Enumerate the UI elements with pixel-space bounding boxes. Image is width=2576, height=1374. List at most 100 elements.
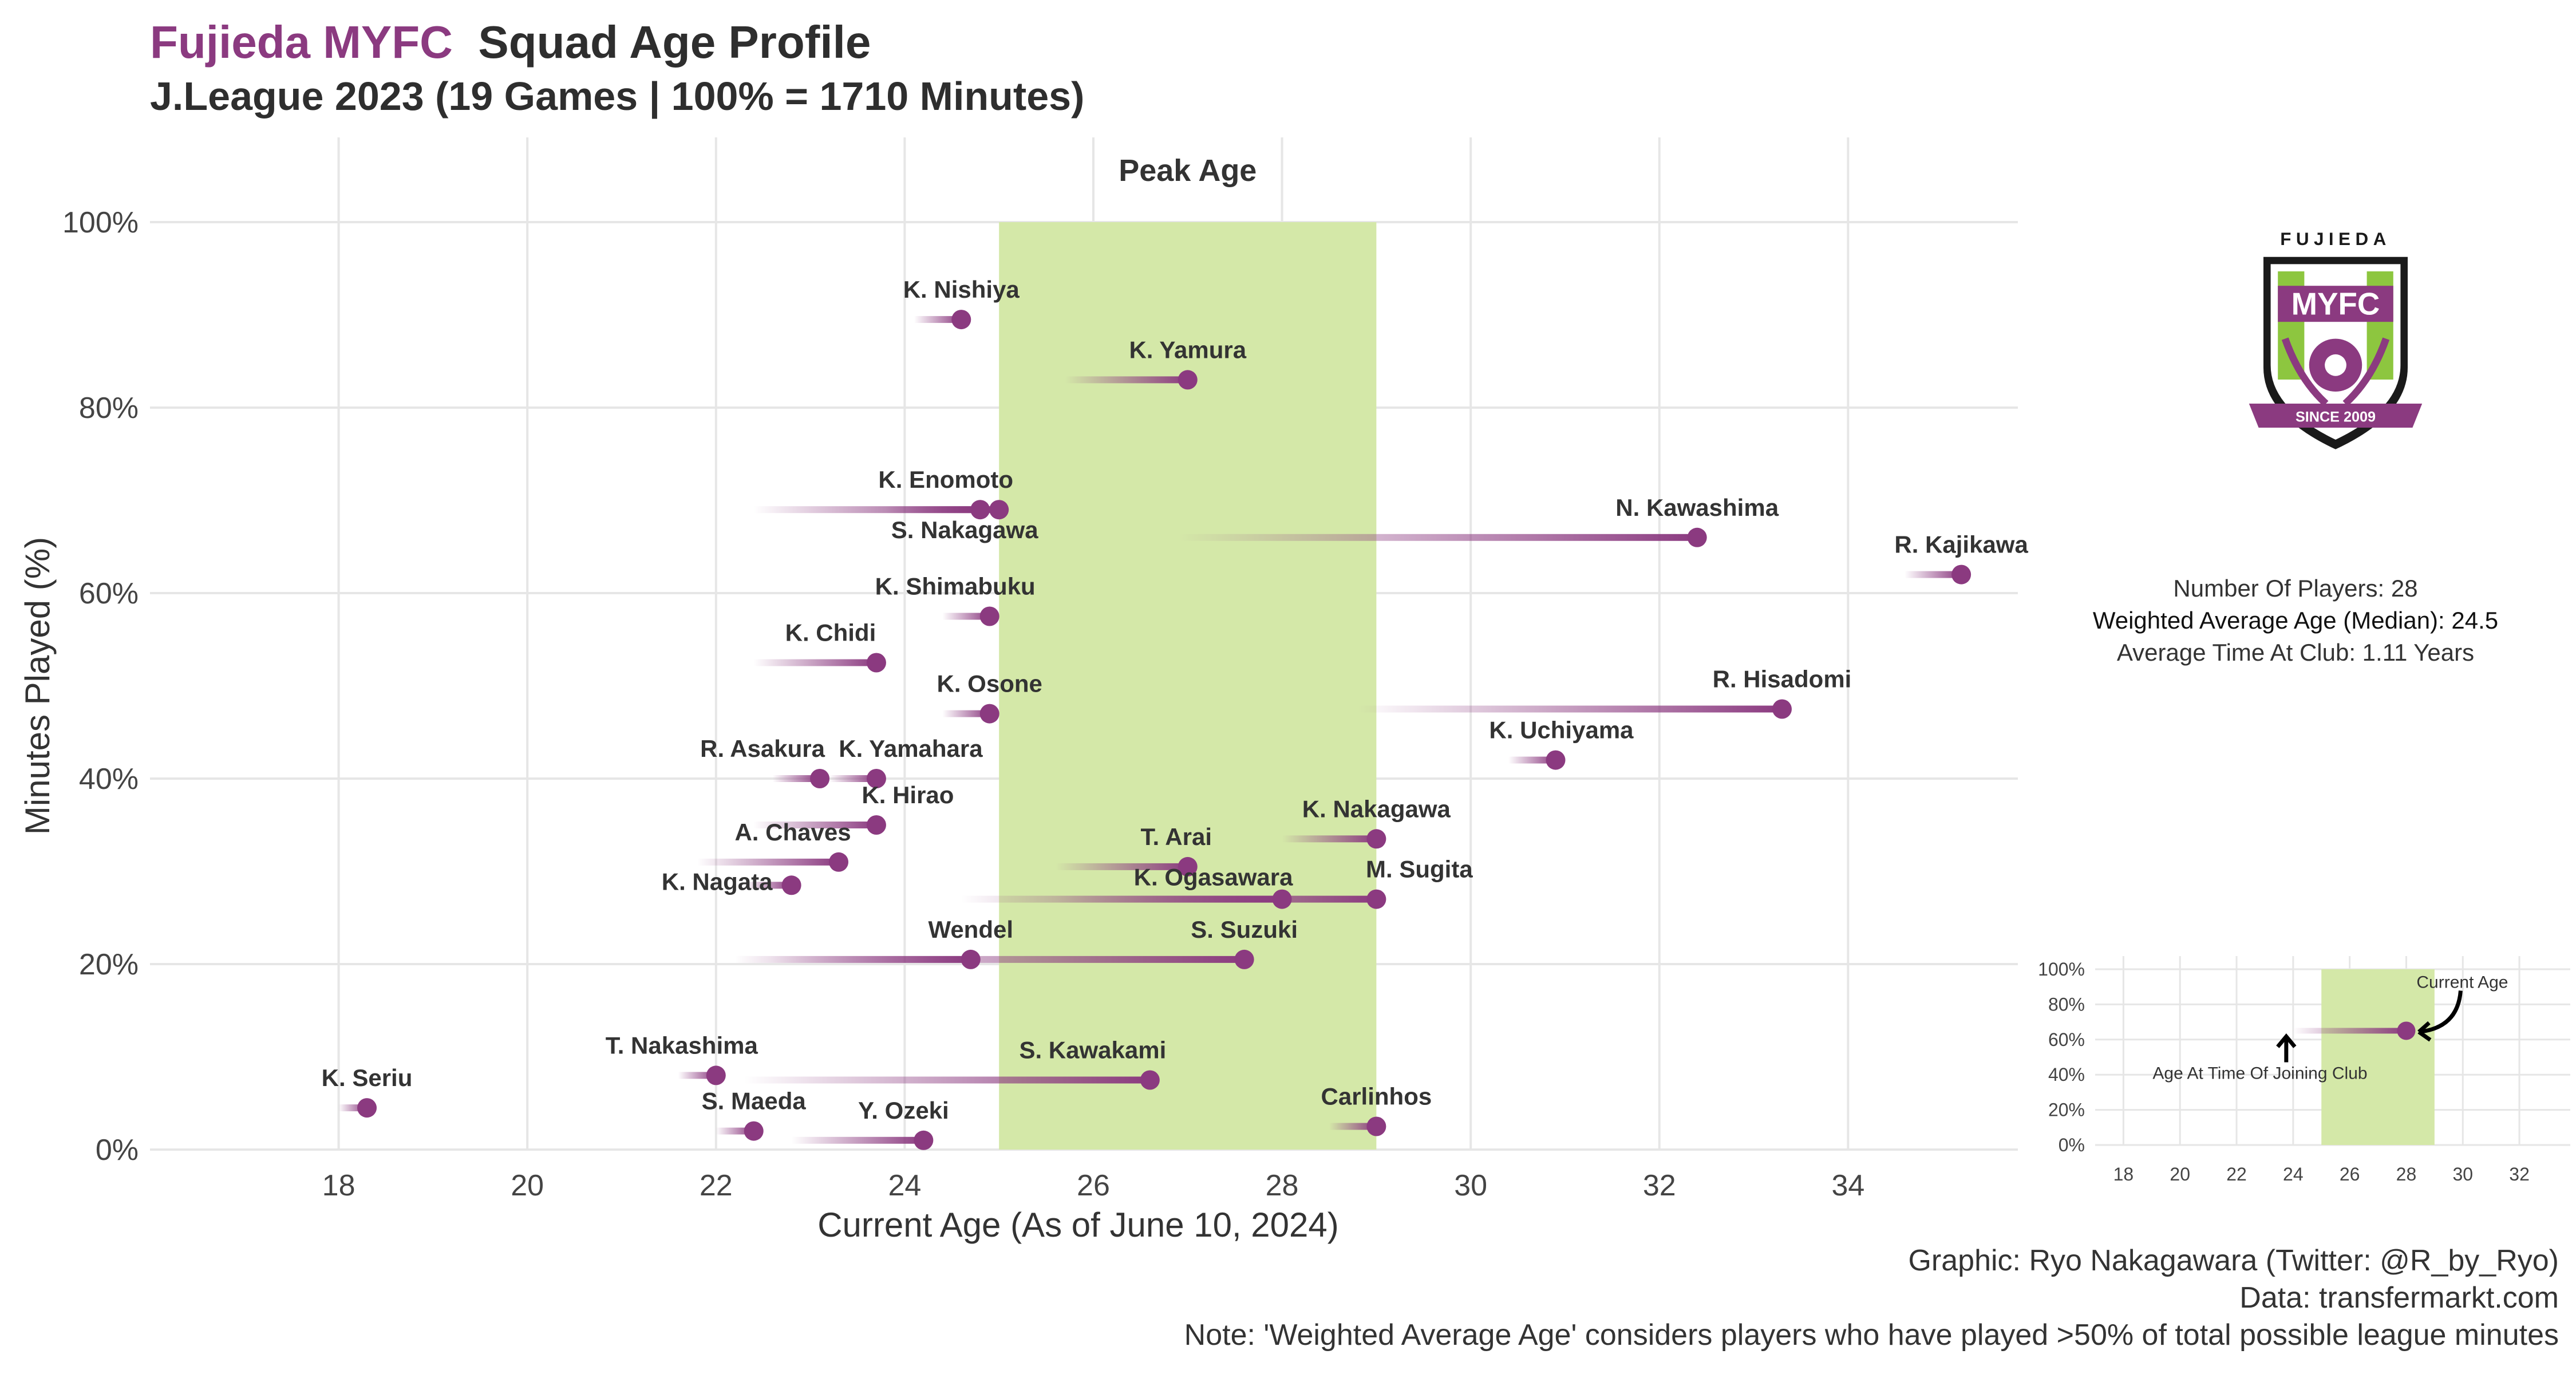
x-tick-label: 32 xyxy=(1643,1169,1676,1202)
player-trail xyxy=(886,506,999,514)
player-trail xyxy=(1065,376,1188,384)
player-label: K. Enomoto xyxy=(878,466,1013,493)
player-label: K. Chidi xyxy=(785,619,876,646)
player-label: K. Ogasawara xyxy=(1134,864,1293,891)
player-label: K. Uchiyama xyxy=(1489,717,1634,744)
player-label: S. Suzuki xyxy=(1191,916,1298,943)
caption-graphic: Graphic: Ryo Nakagawara (Twitter: @R_by_… xyxy=(1908,1244,2559,1277)
player-label: M. Sugita xyxy=(1366,856,1473,883)
player-trail xyxy=(942,710,990,717)
player-point xyxy=(744,1121,764,1141)
inset-x-tick-label: 18 xyxy=(2113,1164,2134,1185)
inset-x-tick-label: 30 xyxy=(2452,1164,2473,1185)
x-tick-label: 30 xyxy=(1454,1169,1487,1202)
player-point xyxy=(989,500,1009,520)
x-tick-label: 26 xyxy=(1077,1169,1110,1202)
player-point xyxy=(866,769,886,788)
player-trail xyxy=(744,882,792,889)
inset-x-tick-label: 24 xyxy=(2283,1164,2304,1185)
player-trail xyxy=(772,775,820,782)
caption-note: Note: 'Weighted Average Age' considers p… xyxy=(1184,1318,2559,1352)
club-name: Fujieda MYFC xyxy=(150,17,453,68)
logo-leaves-right xyxy=(2342,337,2390,406)
y-tick-label: 100% xyxy=(62,206,139,239)
player-trail xyxy=(1508,756,1556,764)
player-label: T. Nakashima xyxy=(606,1032,758,1059)
player-label: Wendel xyxy=(928,916,1013,943)
y-tick-label: 20% xyxy=(79,948,139,981)
chart-subtitle: J.League 2023 (19 Games | 100% = 1710 Mi… xyxy=(150,74,1085,119)
inset-peak-band xyxy=(2321,969,2435,1145)
inset-x-tick-label: 20 xyxy=(2170,1164,2190,1185)
player-trail xyxy=(1056,863,1188,870)
player-label: S. Maeda xyxy=(702,1088,807,1115)
player-point xyxy=(866,653,886,673)
chart-title: Fujieda MYFC Squad Age Profile xyxy=(150,16,871,69)
player-point xyxy=(1687,527,1707,547)
caption-data: Data: transfermarkt.com xyxy=(2239,1281,2559,1314)
player-trail xyxy=(753,822,876,828)
title-text: Squad Age Profile xyxy=(478,17,871,68)
x-tick-label: 28 xyxy=(1266,1169,1299,1202)
player-point xyxy=(866,815,886,835)
joined-age-annotation: Age At Time Of Joining Club xyxy=(2152,1064,2367,1083)
logo-name-band xyxy=(2278,286,2393,322)
player-label: R. Asakura xyxy=(700,735,825,762)
player-label: Y. Ozeki xyxy=(858,1097,949,1124)
logo-name: MYFC xyxy=(2291,287,2380,322)
player-point xyxy=(1178,370,1198,390)
player-point xyxy=(951,310,971,330)
player-label: N. Kawashima xyxy=(1615,494,1779,521)
player-label: S. Nakagawa xyxy=(891,516,1038,543)
player-point xyxy=(914,1130,934,1150)
player-label: K. Yamahara xyxy=(839,735,983,762)
player-point xyxy=(1366,829,1386,849)
x-tick-label: 20 xyxy=(511,1169,544,1202)
player-point xyxy=(781,875,801,895)
current-age-annotation: Current Age xyxy=(2416,973,2508,992)
inset-x-tick-label: 28 xyxy=(2396,1164,2417,1185)
player-trail xyxy=(1056,895,1377,903)
player-trail xyxy=(1178,534,1697,541)
y-tick-label: 40% xyxy=(79,763,139,796)
club-logo: FUJIEDA MYFC SINCE 2009 xyxy=(2249,228,2423,449)
player-point xyxy=(1772,699,1792,719)
inset-y-tick-label: 20% xyxy=(2048,1100,2085,1120)
stat-player-count: Number Of Players: 28 xyxy=(2173,575,2418,602)
player-trail xyxy=(942,613,990,620)
inset-y-tick-label: 40% xyxy=(2048,1064,2085,1085)
current-age-arrow xyxy=(2419,990,2463,1034)
player-trail xyxy=(744,1076,1150,1084)
x-tick-label: 34 xyxy=(1831,1169,1864,1202)
logo-top-text: FUJIEDA xyxy=(2280,228,2391,249)
inset-x-tick-label: 26 xyxy=(2340,1164,2360,1185)
player-trail xyxy=(753,659,876,666)
inset-y-tick-label: 0% xyxy=(2059,1135,2085,1155)
player-label: Carlinhos xyxy=(1321,1083,1432,1110)
squad-stats: Number Of Players: 28 Weighted Average A… xyxy=(1981,572,2576,669)
inset-example-point xyxy=(2397,1021,2416,1040)
x-tick-label: 22 xyxy=(700,1169,733,1202)
player-label: K. Yamura xyxy=(1129,336,1246,363)
player-point xyxy=(1234,949,1254,969)
joined-age-arrowhead xyxy=(2276,1033,2297,1048)
player-label: K. Nakagawa xyxy=(1302,795,1451,822)
logo-ribbon xyxy=(2249,404,2423,428)
player-point xyxy=(1366,889,1386,909)
player-point xyxy=(706,1065,726,1085)
player-point xyxy=(1546,750,1566,770)
logo-ribbon-text: SINCE 2009 xyxy=(2296,409,2376,425)
player-point xyxy=(829,852,849,872)
player-label: K. Seriu xyxy=(322,1064,413,1091)
player-label: T. Arai xyxy=(1141,823,1212,850)
player-point xyxy=(979,606,999,626)
inset-x-tick-label: 22 xyxy=(2226,1164,2247,1185)
player-point xyxy=(1178,856,1198,876)
logo-leaves-left xyxy=(2281,337,2329,406)
inset-y-tick-label: 100% xyxy=(2038,959,2085,980)
inset-y-tick-label: 80% xyxy=(2048,994,2085,1014)
stat-avg-tenure: Average Time At Club: 1.11 Years xyxy=(2116,639,2475,666)
player-label: K. Shimabuku xyxy=(875,573,1036,600)
player-trail xyxy=(1329,1123,1377,1130)
